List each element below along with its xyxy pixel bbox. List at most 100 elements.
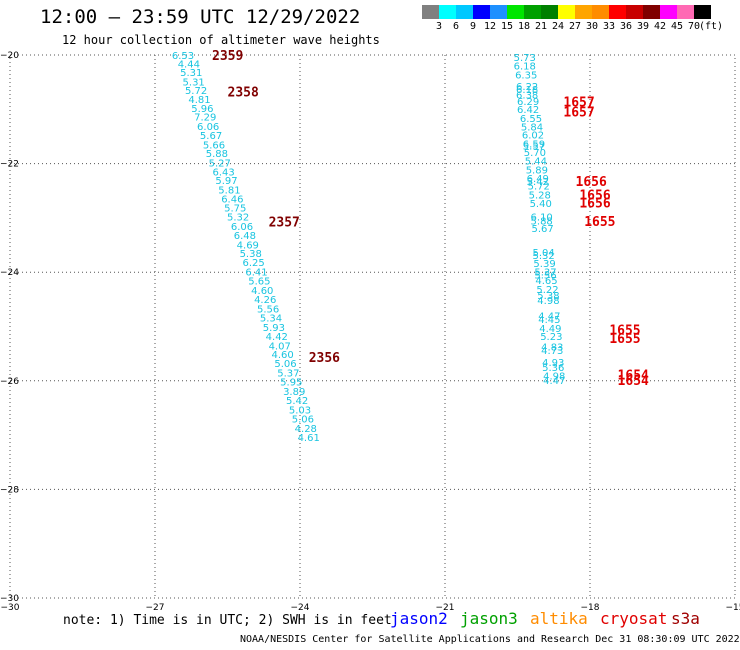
swh-value-label: 5.88 (206, 149, 228, 160)
color-swatch (694, 5, 711, 19)
swh-value-label: 6.59 (523, 139, 545, 150)
color-scale-label: 6 (452, 21, 460, 32)
swh-value-label: 4.07 (269, 341, 291, 352)
swh-value-label: 6.22 (516, 82, 538, 93)
swh-value-label: 5.32 (532, 251, 554, 262)
color-scale-label: 30 (585, 21, 599, 32)
color-swatch (524, 5, 541, 19)
swh-value-label: 4.98 (543, 372, 565, 383)
swh-value-label: 5.72 (528, 182, 550, 193)
swh-value-label: 5.31 (183, 77, 205, 88)
swh-value-label: 6.25 (242, 258, 264, 269)
swh-value-label: 5.06 (292, 415, 314, 426)
swh-value-label: 4.60 (271, 350, 293, 361)
color-swatch (473, 5, 490, 19)
swh-value-label: 4.47 (538, 311, 560, 322)
color-swatch (575, 5, 592, 19)
swh-value-label: 5.72 (185, 86, 207, 97)
color-swatch (660, 5, 677, 19)
color-scale-label: 36 (619, 21, 633, 32)
swh-value-label: 4.73 (541, 346, 563, 357)
swh-value-label: 6.53 (172, 51, 194, 62)
swh-value-label: 4.28 (295, 424, 317, 435)
swh-value-label: 5.75 (224, 203, 246, 214)
time-label: 1657 (563, 96, 594, 111)
time-label: 1656 (576, 175, 607, 190)
swh-value-label: 5.44 (525, 157, 547, 168)
color-swatch (490, 5, 507, 19)
time-label: 1655 (609, 332, 640, 347)
color-scale-label: 33 (602, 21, 616, 32)
y-tick-label: −30 (0, 594, 19, 604)
swh-value-label: 5.97 (215, 176, 237, 187)
color-swatch (558, 5, 575, 19)
swh-value-label: 5.34 (260, 314, 282, 325)
swh-value-label: 5.38 (240, 249, 262, 260)
swh-value-label: 4.47 (543, 376, 565, 387)
swh-value-label: 5.96 (191, 104, 213, 115)
footer-note: note: 1) Time is in UTC; 2) SWH is in fe… (63, 613, 392, 628)
swh-value-label: 6.06 (231, 222, 253, 233)
legend-entry-jason2: jason2 (390, 609, 448, 628)
swh-value-label: 5.88 (531, 216, 553, 227)
swh-value-label: 6.43 (213, 168, 235, 179)
color-scale-label: 18 (517, 21, 531, 32)
swh-value-label: 5.81 (218, 185, 240, 196)
y-tick-label: −28 (0, 485, 19, 495)
swh-value-label: 5.37 (277, 368, 299, 379)
time-label: 2358 (228, 85, 259, 100)
y-tick-label: −26 (0, 377, 19, 387)
y-tick-label: −20 (0, 51, 19, 61)
swh-value-label: 4.65 (535, 276, 557, 287)
swh-value-label: 5.32 (227, 213, 249, 224)
color-swatch (507, 5, 524, 19)
x-tick-label: −24 (291, 603, 310, 613)
color-scale-label: 42 (653, 21, 667, 32)
color-swatch (422, 5, 439, 19)
swh-value-label: 5.27 (209, 158, 231, 169)
swh-value-label: 5.93 (263, 323, 285, 334)
color-swatch (592, 5, 609, 19)
swh-value-label: 5.42 (527, 177, 549, 188)
swh-value-label: 4.81 (188, 95, 210, 106)
swh-value-label: 6.02 (522, 131, 544, 142)
swh-value-label: 5.65 (248, 277, 270, 288)
swh-value-label: 4.83 (541, 342, 563, 353)
y-tick-label: −22 (0, 160, 19, 170)
swh-value-label: 6.49 (527, 174, 549, 185)
color-scale-label: 15 (500, 21, 514, 32)
color-scale-label: 70 (687, 21, 701, 32)
x-tick-label: −30 (1, 603, 20, 613)
x-tick-label: −27 (146, 603, 165, 613)
swh-value-label: 6.06 (197, 122, 219, 133)
swh-value-label: 6.18 (516, 85, 538, 96)
swh-value-label: 6.42 (517, 105, 539, 116)
swh-value-label: 4.44 (178, 59, 200, 70)
time-label: 1654 (618, 374, 649, 389)
swh-value-label: 5.06 (274, 359, 296, 370)
swh-value-label: 5.28 (529, 190, 551, 201)
color-swatch (456, 5, 473, 19)
swh-value-label: 4.49 (539, 324, 561, 335)
time-label: 2359 (212, 49, 243, 64)
x-tick-label: −21 (436, 603, 455, 613)
time-label: 1654 (618, 369, 649, 384)
x-tick-label: −18 (581, 603, 600, 613)
swh-value-label: 6.38 (516, 90, 538, 101)
swh-value-label: 5.40 (530, 199, 552, 210)
swh-value-label: 4.26 (254, 295, 276, 306)
time-label: 2356 (309, 351, 340, 366)
time-label: 1655 (584, 215, 615, 230)
swh-value-label: 4.61 (298, 433, 320, 444)
swh-value-label: 4.93 (542, 358, 564, 369)
swh-value-label: 6.35 (515, 70, 537, 81)
swh-value-label: 6.46 (221, 195, 243, 206)
legend-entry-s3a: s3a (671, 609, 700, 628)
time-label: 1656 (579, 188, 610, 203)
swh-value-label: 4.69 (237, 240, 259, 251)
swh-value-label: 5.23 (540, 332, 562, 343)
swh-value-label: 6.55 (520, 114, 542, 125)
swh-value-label: 5.36 (542, 363, 564, 374)
swh-value-label: 5.03 (289, 405, 311, 416)
